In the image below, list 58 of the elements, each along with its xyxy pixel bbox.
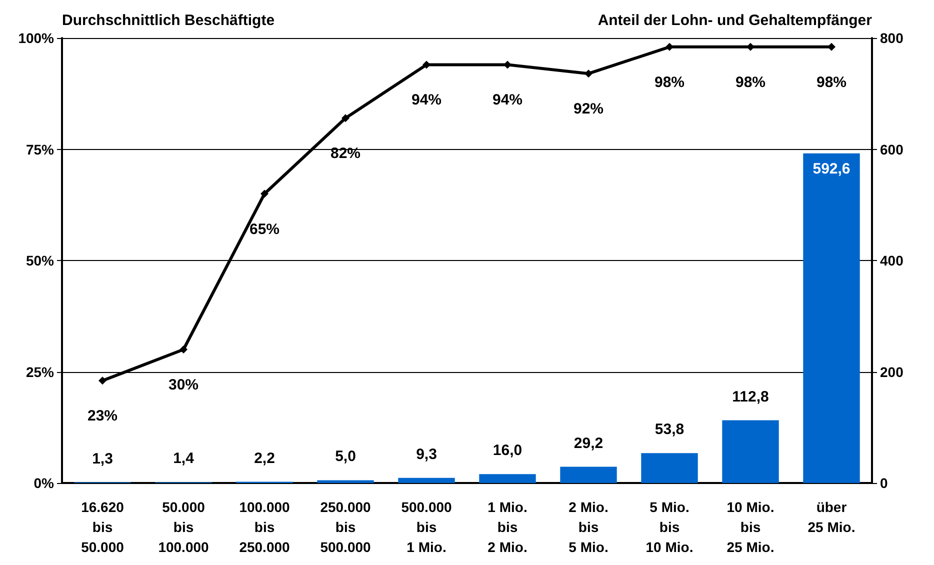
data-label: 1,4 (173, 450, 195, 468)
point (422, 60, 430, 69)
y-tick-label: 100% (18, 30, 55, 46)
point (666, 42, 674, 51)
data-label: 592,6 (812, 160, 850, 178)
data-label: 98% (816, 74, 847, 91)
bar (398, 478, 455, 483)
bar (641, 453, 698, 483)
y2-tick-label: 800 (880, 30, 904, 46)
data-label: 1,3 (92, 450, 113, 468)
bar (722, 420, 779, 483)
x-tick-label: 1 Mio. bis 2 Mio. (488, 499, 528, 555)
y-tick-label: 50% (26, 252, 55, 268)
data-label: 98% (735, 74, 766, 91)
x-tick-label: 100.000 bis 250.000 (239, 499, 290, 555)
y2-tick-label: 400 (880, 252, 904, 268)
y2-tick-label: 200 (880, 364, 904, 380)
point (180, 346, 188, 354)
y2-axis-title: Anteil der Lohn- und Gehaltempfänger (598, 12, 872, 29)
data-label: 94% (492, 92, 523, 109)
point (828, 42, 836, 51)
x-tick-label: 5 Mio. bis 10 Mio. (646, 499, 694, 555)
data-label: 2,2 (254, 450, 275, 467)
data-label: 5,0 (335, 448, 356, 466)
bar (560, 466, 617, 483)
data-label: 53,8 (654, 421, 684, 438)
point (504, 60, 512, 69)
point (746, 42, 754, 51)
bar (317, 480, 374, 483)
point (584, 70, 592, 78)
data-label: 94% (411, 92, 442, 109)
data-label: 92% (573, 100, 604, 118)
y2-tick-label: 600 (880, 141, 904, 158)
x-tick-label: 10 Mio. bis 25 Mio. (726, 499, 774, 555)
point (260, 190, 268, 198)
data-label: 29,2 (574, 434, 604, 452)
point (98, 376, 106, 385)
data-label: 23% (87, 408, 118, 425)
bar (479, 474, 536, 483)
x-tick-label: 250.000 bis 500.000 (320, 499, 372, 555)
data-label: 30% (168, 376, 199, 394)
x-tick-label: über 25 Mio. (808, 499, 856, 535)
x-tick-label: 2 Mio. bis 5 Mio. (568, 499, 608, 555)
y-tick-label: 0% (34, 475, 55, 491)
bar (803, 153, 860, 483)
x-tick-label: 50.000 bis 100.000 (158, 499, 210, 555)
data-label: 112,8 (732, 388, 769, 406)
y2-tick-label: 0 (880, 475, 888, 491)
y-tick-label: 25% (26, 364, 55, 380)
data-label: 98% (654, 74, 685, 91)
data-label: 9,3 (416, 446, 437, 463)
data-label: 16,0 (492, 442, 522, 460)
y-axis-title: Durchschnittlich Beschäftigte (62, 12, 275, 29)
y-tick-label: 75% (26, 141, 55, 158)
point (342, 114, 350, 122)
x-tick-label: 500.000 bis 1 Mio. (401, 499, 452, 555)
data-label: 65% (249, 220, 280, 238)
x-tick-label: 16.620 bis 50.000 (81, 499, 124, 555)
